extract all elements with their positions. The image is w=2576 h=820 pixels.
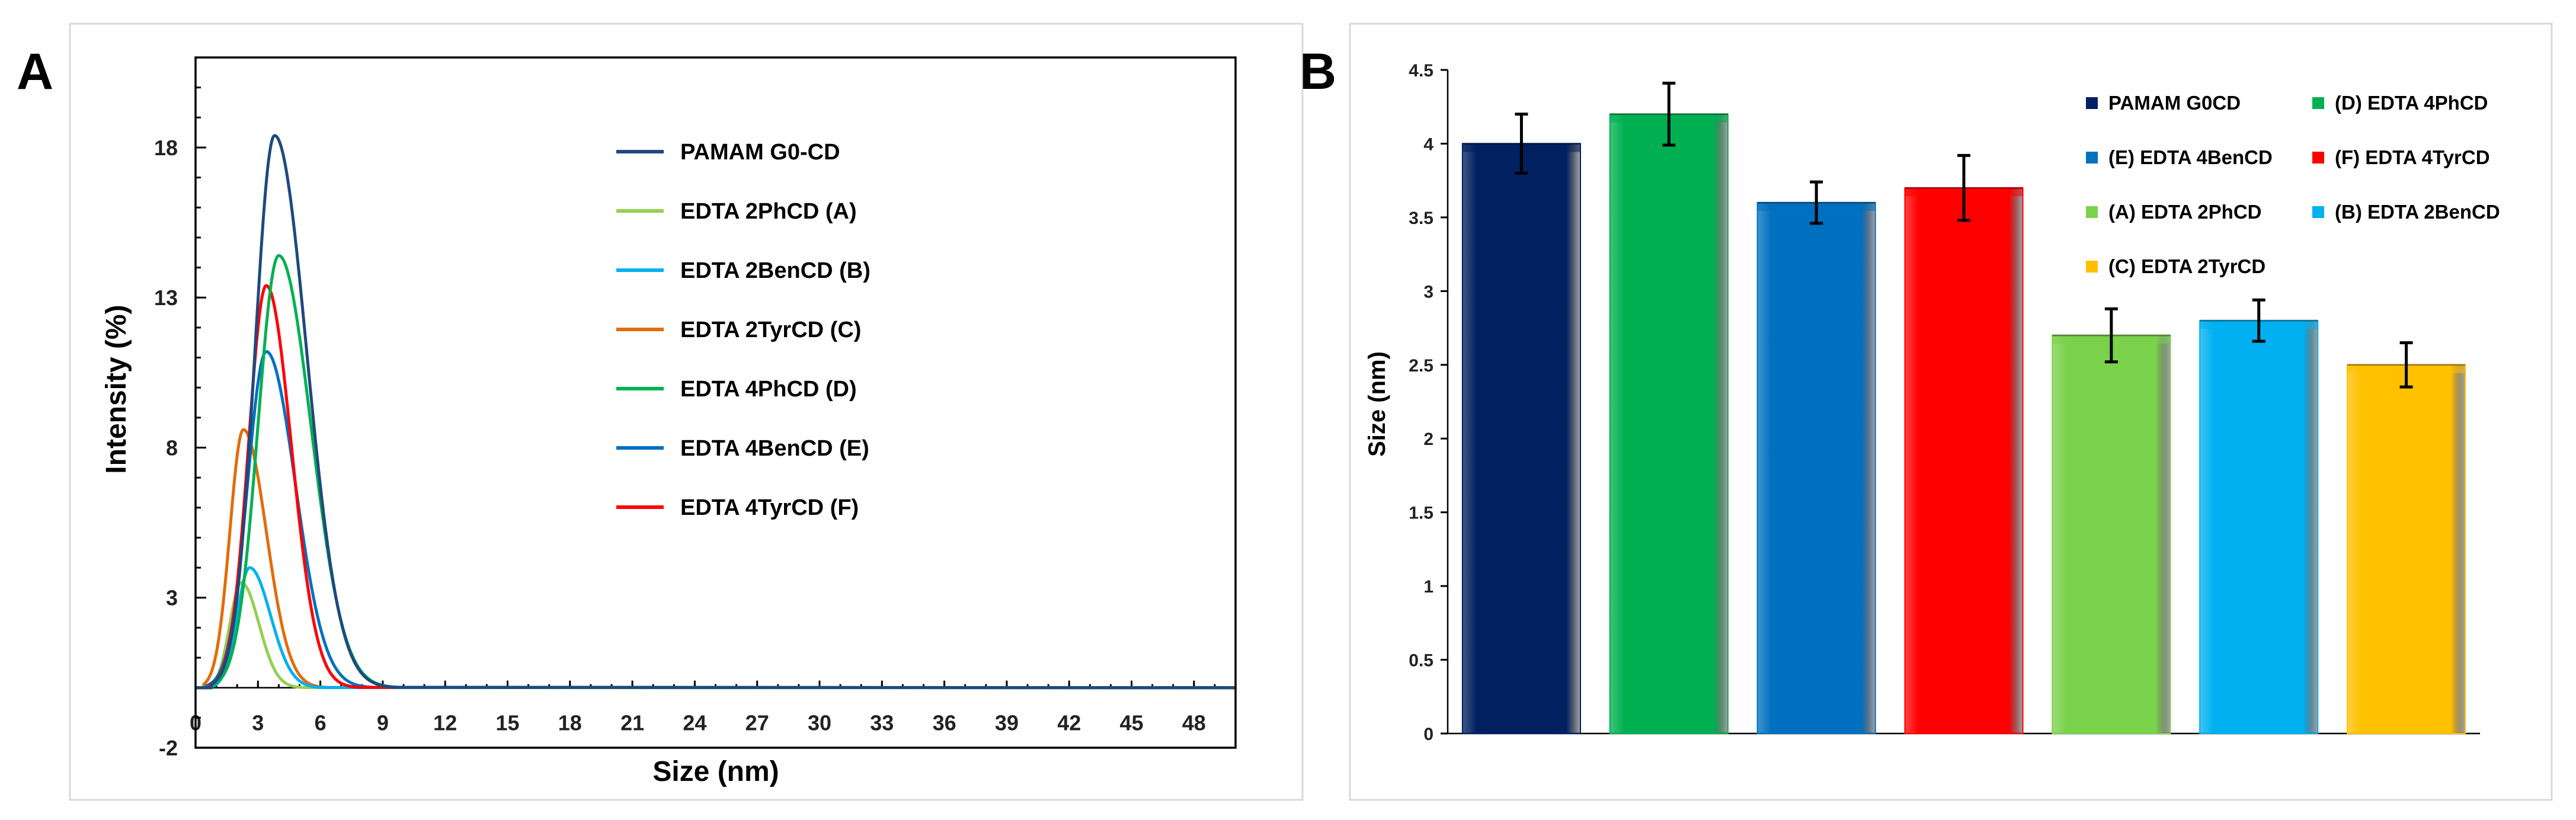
panel-a-y-tick-label: 8 (166, 435, 178, 460)
panel-b-legend: PAMAM G0CD (D) EDTA 4PhCD (E) EDTA 4BenCD (… (2086, 92, 2500, 277)
panel-a-x-tick-label: 6 (315, 711, 327, 735)
panel-b-legend-swatch (2312, 97, 2324, 109)
panel-a-x-tick-label: 27 (745, 711, 769, 735)
panel-a-series-line (196, 134, 1236, 690)
panel-b-y-tick-label: 2 (1423, 430, 1433, 449)
panel-b-bars (1461, 81, 2466, 735)
panel-b-bar (2052, 335, 2171, 734)
panel-b-legend-label: (B) EDTA 2BenCD (2335, 201, 2500, 223)
panel-b-bar (1461, 143, 1581, 734)
panel-b-bar (1756, 202, 1876, 734)
panel-a-series (196, 134, 1236, 690)
panel-a-x-tick-label: 9 (377, 711, 389, 735)
panel-a-x-tick-label: 45 (1119, 711, 1143, 735)
panel-a-y-tick-label: -2 (159, 736, 178, 760)
panel-b-bar (1904, 187, 2024, 735)
panel-a-x-tick-label: 30 (808, 711, 831, 735)
panel-a-y-axis-label: Intensity (%) (101, 305, 132, 473)
panel-b-bar (2347, 364, 2466, 734)
panel-a-legend-label: EDTA 4BenCD (E) (680, 436, 869, 461)
panel-b-legend-label: (D) EDTA 4PhCD (2335, 92, 2488, 114)
panel-a-x-tick-label: 42 (1057, 711, 1081, 735)
panel-b-legend-label: (F) EDTA 4TyrCD (2335, 146, 2490, 168)
panel-a-legend-label: EDTA 4PhCD (D) (680, 377, 857, 402)
panel-a-x-tick-label: 33 (870, 711, 894, 735)
panel-b-bar (1609, 113, 1729, 735)
panel-a-x-tick-label: 12 (433, 711, 457, 735)
panel-b-y-tick-label: 0 (1423, 725, 1433, 744)
panel-a-y-tick-label: 18 (154, 136, 178, 160)
panel-b-y-tick-label: 1 (1423, 577, 1433, 597)
panel-b-legend-swatch (2312, 206, 2324, 218)
panel-b-legend-swatch (2086, 206, 2098, 218)
panel-b-y-tick-label: 0.5 (1409, 651, 1433, 671)
panel-b-legend-label: (A) EDTA 2PhCD (2108, 201, 2262, 223)
panel-b-y-tick-label: 3 (1423, 282, 1433, 302)
panel-a-x-tick-label: 3 (252, 711, 264, 735)
panel-a-x-tick-label: 18 (558, 711, 582, 735)
panel-b-legend-label: PAMAM G0CD (2108, 92, 2241, 114)
panel-b-letter: B (1300, 43, 1336, 100)
panel-b-bar (2199, 320, 2319, 734)
panel-a-x-tick-label: 39 (995, 711, 1019, 735)
panel-a-x-tick-label: 15 (495, 711, 519, 735)
panel-a-series-line (196, 566, 1236, 690)
panel-a-legend-label: EDTA 4TyrCD (F) (680, 495, 859, 520)
panel-b-y-axis-label: Size (nm) (1364, 351, 1390, 457)
panel-a-plot-border (194, 56, 1237, 749)
panel-b-y-tick-label: 1.5 (1409, 504, 1433, 523)
panel-b-y-tick-label: 2.5 (1409, 356, 1433, 376)
panel-b-legend-swatch (2086, 97, 2098, 109)
panel-b-y-tick-label: 4.5 (1409, 61, 1433, 81)
panel-a-x-tick-label: 36 (933, 711, 956, 735)
panel-a-letter: A (17, 43, 53, 100)
panel-a-x-tick-label: 21 (620, 711, 644, 735)
panel-a-y-tick-label: 3 (166, 586, 178, 610)
panel-b-legend-label: (C) EDTA 2TyrCD (2108, 255, 2265, 277)
panel-a-x-tick-label: 24 (683, 711, 706, 735)
panel-a-series-line (196, 428, 1236, 690)
panel-a-legend-label: EDTA 2TyrCD (C) (680, 318, 861, 342)
panel-b-legend-swatch (2086, 152, 2098, 164)
panel-a-y-tick-label: 13 (154, 286, 178, 310)
panel-a-x-axis-label: Size (nm) (652, 756, 779, 787)
panel-a-legend: PAMAM G0-CD EDTA 2PhCD (A) EDTA 2BenCD (B)… (616, 140, 871, 520)
panel-a-legend-label: PAMAM G0-CD (680, 140, 840, 165)
panel-b-y-tick-label: 3.5 (1409, 209, 1433, 228)
panel-a-legend-label: EDTA 2BenCD (B) (680, 258, 871, 283)
panel-b-y-tick-label: 4 (1423, 134, 1433, 154)
panel-b-legend-label: (E) EDTA 4BenCD (2108, 146, 2273, 168)
panel-a-legend-label: EDTA 2PhCD (A) (680, 199, 857, 224)
panel-b-legend-swatch (2312, 152, 2324, 164)
panel-b-legend-swatch (2086, 261, 2098, 273)
panel-a-x-tick-label: 48 (1182, 711, 1206, 735)
